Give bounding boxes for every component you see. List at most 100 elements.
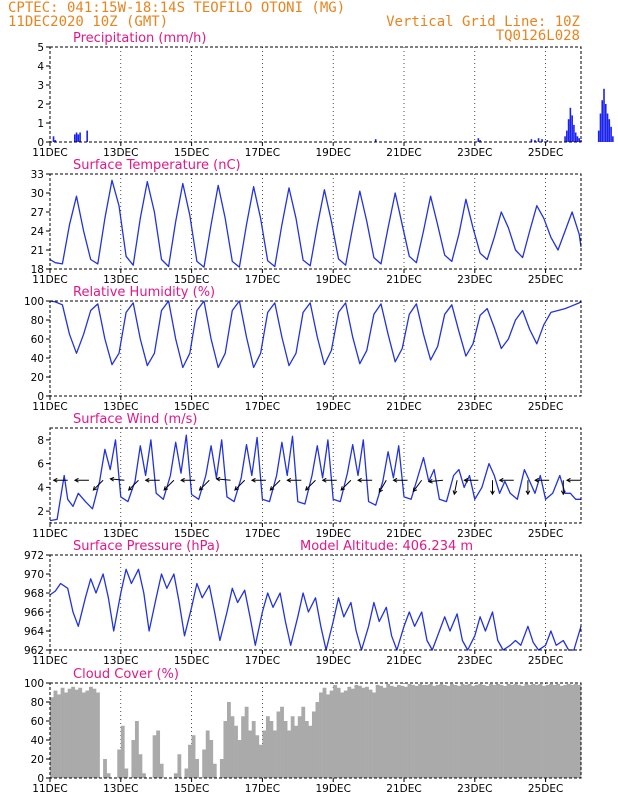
y-tick-label: 100 (24, 296, 44, 308)
cloud-bar (450, 683, 454, 778)
date-label: 25DEC (528, 147, 563, 159)
precip-bar (54, 140, 57, 142)
cloud-bar (542, 685, 546, 778)
cloud-bar (464, 684, 469, 778)
cloud-bar (481, 684, 486, 778)
date-label: 15DEC (174, 655, 209, 667)
precip-bar (578, 138, 581, 142)
date-label: 11DEC (32, 783, 67, 795)
wind-arrowhead (463, 477, 469, 483)
date-label: 11DEC (32, 528, 67, 540)
cloud-bar (64, 692, 68, 778)
cloud-bar (534, 684, 539, 778)
date-label: 21DEC (386, 401, 421, 413)
precip-bar (479, 140, 481, 142)
date-label: 13DEC (103, 528, 138, 540)
wind-arrowhead (321, 477, 327, 483)
precip-bar (86, 130, 88, 142)
cloud-bar (439, 683, 444, 778)
wind-arrow (234, 479, 246, 491)
wind-arrow (199, 479, 210, 491)
cloud-bar (74, 689, 79, 778)
cloud-bar (503, 685, 507, 778)
cloud-bar (414, 685, 419, 778)
cloud-bar (219, 759, 224, 778)
wind-arrowhead (534, 477, 539, 483)
wind-arrowhead (163, 486, 169, 491)
precip-bar (77, 134, 80, 142)
date-label: 13DEC (103, 147, 138, 159)
cloud-bar (432, 685, 437, 778)
precip-bar (75, 132, 78, 142)
y-tick-label: 966 (24, 607, 44, 619)
header-grid-line: Vertical Grid Line: 10Z (386, 14, 580, 30)
cloud-bar (205, 730, 210, 778)
cloud-bar (552, 684, 557, 778)
cloud-bar (492, 684, 497, 778)
cloud-bar (365, 686, 369, 778)
cloud-bar (88, 686, 93, 778)
panel-frame (49, 46, 582, 143)
date-label: 13DEC (103, 655, 138, 667)
precip-bar (574, 132, 577, 142)
cloud-bar (237, 740, 242, 778)
wind-arrow (269, 479, 281, 491)
y-tick-label: 970 (24, 569, 44, 581)
date-label: 13DEC (103, 274, 138, 286)
date-label: 21DEC (386, 274, 421, 286)
cloud-bar (85, 690, 90, 778)
wind-arrow (412, 479, 423, 492)
precip-bar (601, 100, 604, 142)
wind-arrow (340, 479, 352, 491)
cloud-bar (347, 686, 352, 778)
cloud-bar (287, 730, 292, 778)
precip-bar (569, 107, 572, 142)
wind-arrowhead (427, 478, 433, 484)
date-label: 25DEC (528, 783, 563, 795)
cloud-bar (117, 749, 122, 778)
cloud-bar (60, 687, 65, 778)
cloud-bar (223, 721, 228, 778)
cloud-bar (460, 683, 465, 778)
cloud-bar (379, 685, 384, 778)
precip-bar (612, 136, 614, 142)
cloud-bar (336, 687, 341, 778)
precip-bar (599, 113, 602, 142)
cloud-bar (209, 740, 214, 778)
date-label: 23DEC (457, 528, 492, 540)
cloud-bar (549, 683, 553, 778)
date-label: 15DEC (174, 274, 209, 286)
panel-title: Cloud Cover (%) (73, 667, 179, 682)
date-label: 19DEC (315, 655, 350, 667)
cloud-bar (520, 685, 525, 778)
cloud-bar (92, 688, 97, 778)
cloud-bar (134, 721, 139, 778)
cloud-bar (255, 735, 260, 778)
pressure-line (49, 568, 582, 651)
precip-bar (610, 126, 612, 142)
cloud-bar (421, 684, 426, 778)
wind-arrowhead (565, 477, 571, 483)
header-model-code: TQ0126L028 (496, 28, 580, 44)
cloud-bar (577, 684, 582, 778)
wind-arrowhead (525, 490, 531, 496)
cloud-bar (446, 685, 451, 778)
date-label: 23DEC (457, 783, 492, 795)
cloud-bar (333, 684, 338, 778)
wind-arrowhead (269, 486, 275, 491)
y-tick-label: 24 (31, 226, 45, 238)
y-tick-label: 80 (31, 697, 44, 709)
y-tick-label: 33 (31, 169, 44, 181)
cloud-bar (311, 711, 316, 778)
cloud-bar (120, 725, 125, 778)
cloud-bar (513, 683, 518, 778)
wind-arrowhead (392, 477, 398, 483)
panel-rh: 0 20 40 60 80 100 11DEC 13DEC 15DEC 17DEC 19DEC 21D… (24, 285, 582, 413)
wind-arrowhead (286, 477, 292, 483)
cloud-bar (435, 684, 440, 778)
cloud-bar (400, 685, 405, 778)
wind-arrowhead (73, 477, 79, 483)
rh-line (49, 300, 582, 369)
cloud-bar (290, 716, 295, 778)
y-tick-label: 8 (37, 435, 44, 447)
